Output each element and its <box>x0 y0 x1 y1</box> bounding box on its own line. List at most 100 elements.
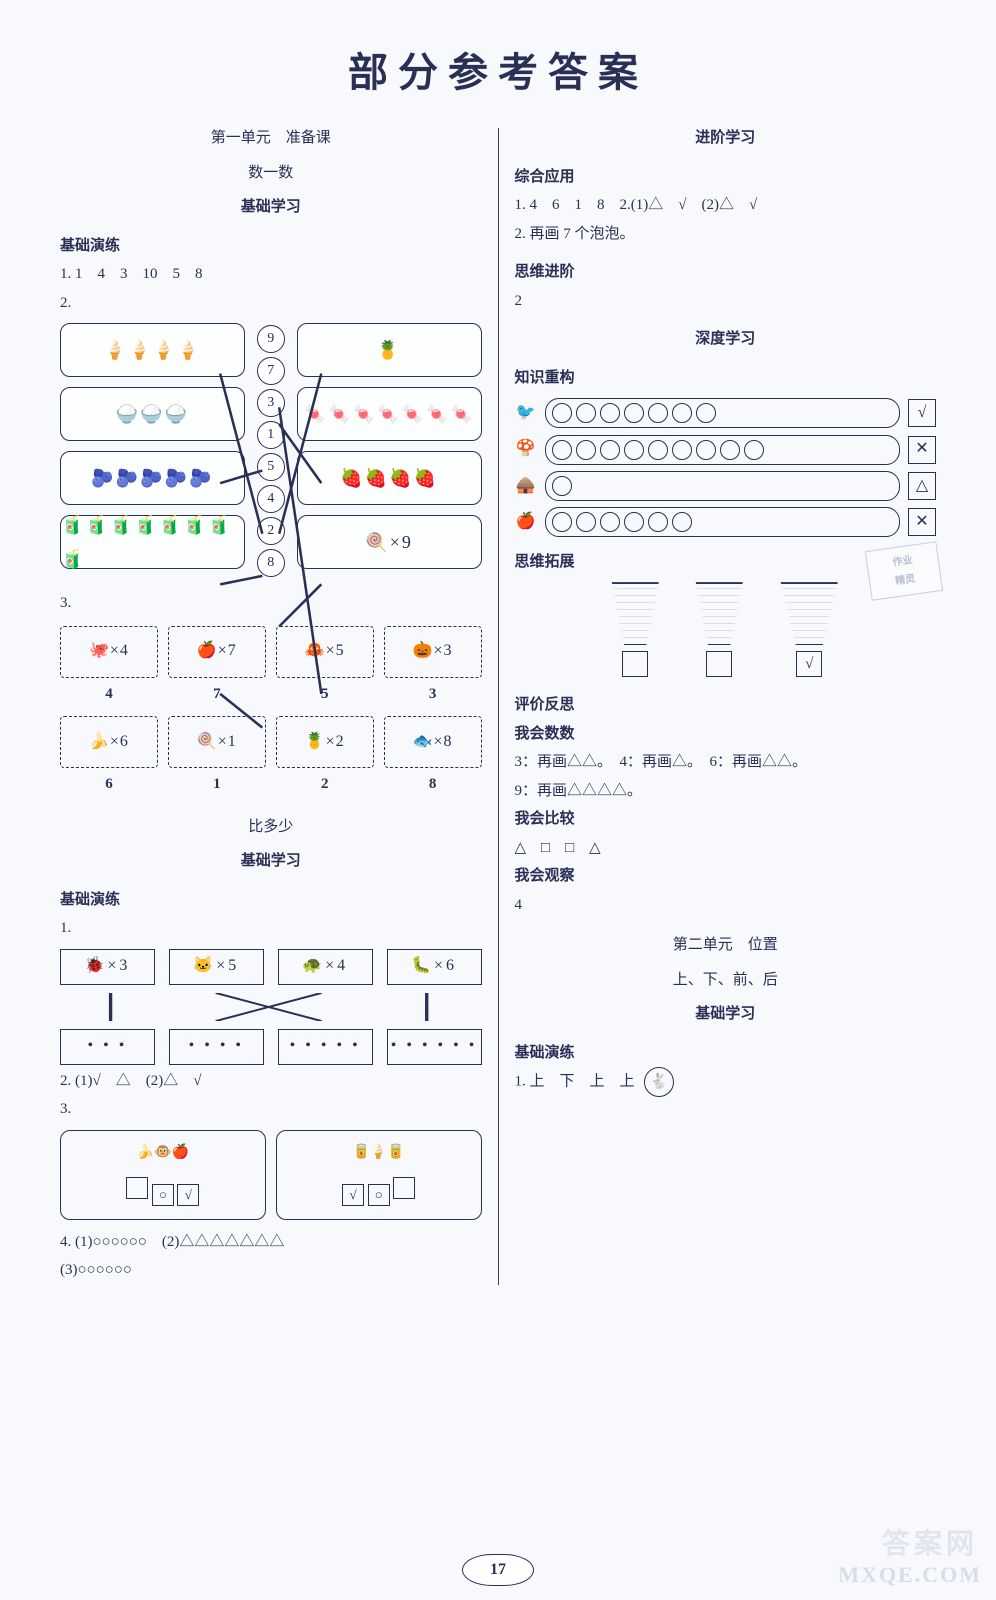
unit2-lesson: 上、下、前、后 <box>515 966 937 995</box>
q2-card: 🍦🍦🍦🍦 <box>60 323 245 377</box>
observe-ans: 4 <box>515 891 937 920</box>
sub-expand-label: 思维拓展 <box>515 554 575 570</box>
circle-icon <box>624 403 644 423</box>
circle-icon <box>552 403 572 423</box>
reflect-compare-shapes: △ □ □ △ <box>515 834 937 863</box>
recon-mark: ✕ <box>908 508 936 536</box>
q2-num: 2 <box>257 517 285 545</box>
page: 部分参考答案 第一单元 准备课 数一数 基础学习 基础演练 1. 1 4 3 1… <box>0 0 996 1600</box>
cmp3-card-right: 🥫🍦🥫 √ ○ <box>276 1130 482 1220</box>
cmp1-card: 🐢×4 <box>278 949 373 985</box>
cup-item: √ <box>775 582 843 677</box>
circle-icon <box>576 512 596 532</box>
stamp-text: 精灵 <box>894 569 916 591</box>
q2-label: 2. <box>60 289 482 318</box>
q2-num: 3 <box>257 389 285 417</box>
sub-recon: 知识重构 <box>515 364 937 393</box>
circle-icon <box>600 440 620 460</box>
cmp3-mark: ○ <box>368 1184 390 1206</box>
cmp3-card-left: 🍌🐵🍎 ○ √ <box>60 1130 266 1220</box>
think-ans: 2 <box>515 287 937 316</box>
recon-row: 🍄✕ <box>515 434 937 464</box>
q2-card: 🍍 <box>297 323 482 377</box>
cmp3-mark: √ <box>177 1184 199 1206</box>
cup-icon <box>607 582 663 645</box>
q3-box: 🍎×7 <box>168 626 266 678</box>
circle-icon <box>696 403 716 423</box>
q1-answer: 1. 1 4 3 10 5 8 <box>60 260 482 289</box>
cup-item <box>607 582 663 677</box>
cmp1-dots: • • • <box>60 1029 155 1065</box>
circle-icon <box>672 512 692 532</box>
circle-icon <box>624 440 644 460</box>
circle-icon <box>552 476 572 496</box>
q2-card: 🍬🍬🍬🍬🍬🍬🍬 <box>297 387 482 441</box>
cmp3-icons: 🍌🐵🍎 <box>137 1140 189 1167</box>
q2-matching-diagram: 🍦🍦🍦🍦 🍚🍚🍚 🫐🫐🫐🫐🫐 🧃🧃🧃🧃🧃🧃🧃🧃 9 7 3 1 5 4 2 <box>60 323 482 579</box>
cmp1-diagram: 🐞×3 🐱×5 🐢×4 🐛×6 • • • • • • • <box>60 949 482 1065</box>
q2-card: 🍭×9 <box>297 515 482 569</box>
circle-icon <box>552 512 572 532</box>
cup-choice: √ <box>796 651 822 677</box>
q3-num: 4 <box>60 680 158 709</box>
recon-mark: ✕ <box>908 436 936 464</box>
reflect-observe-title: 我会观察 <box>515 862 937 891</box>
right-column: 进阶学习 综合应用 1. 4 6 1 8 2.(1)△ √ (2)△ √ 2. … <box>503 118 949 1285</box>
recon-pill <box>545 398 901 428</box>
q2-num: 9 <box>257 325 285 353</box>
cmp1-dots: • • • • • <box>278 1029 373 1065</box>
q3-box: 🐟×8 <box>384 716 482 768</box>
cmp3-mark <box>126 1177 148 1199</box>
q3-label: 3. <box>60 589 482 618</box>
cup-item <box>691 582 747 677</box>
circle-icon <box>672 440 692 460</box>
unit2-q1-text: 1. 上 下 上 上 <box>515 1074 635 1090</box>
q3-box: 🍭×1 <box>168 716 266 768</box>
cmp3-mark: √ <box>342 1184 364 1206</box>
recon-icon: 🐦 <box>515 398 537 428</box>
circle-icon <box>720 440 740 460</box>
sub-application: 综合应用 <box>515 163 937 192</box>
section-basic2: 基础学习 <box>60 847 482 876</box>
q3-row1: 🐙×44 🍎×77 🦀×55 🎃×33 <box>60 626 482 709</box>
q2-num: 1 <box>257 421 285 449</box>
q3-num: 6 <box>60 770 158 799</box>
watermark-url: MXQE.COM <box>838 1562 982 1588</box>
circle-icon <box>648 403 668 423</box>
cmp4b-answer: (3)○○○○○○ <box>60 1256 482 1285</box>
recon-pill <box>545 471 901 501</box>
page-number: 17 <box>462 1554 534 1586</box>
cup-choice <box>622 651 648 677</box>
q2-card: 🧃🧃🧃🧃🧃🧃🧃🧃 <box>60 515 245 569</box>
recon-pill <box>545 507 901 537</box>
q3-box: 🐙×4 <box>60 626 158 678</box>
column-divider <box>498 128 499 1285</box>
lesson2-heading: 比多少 <box>60 813 482 842</box>
circle-icon <box>600 403 620 423</box>
columns: 第一单元 准备课 数一数 基础学习 基础演练 1. 1 4 3 10 5 8 2… <box>48 118 948 1285</box>
q3-num: 2 <box>276 770 374 799</box>
cmp1-card: 🐞×3 <box>60 949 155 985</box>
section-practice: 基础演练 <box>60 232 482 261</box>
cmp3-mark: ○ <box>152 1184 174 1206</box>
unit2-practice: 基础演练 <box>515 1039 937 1068</box>
q3-box: 🍍×2 <box>276 716 374 768</box>
q2-num: 5 <box>257 453 285 481</box>
q3-num: 5 <box>276 680 374 709</box>
q3-num: 8 <box>384 770 482 799</box>
circle-icon <box>648 512 668 532</box>
unit2-basic: 基础学习 <box>515 1000 937 1029</box>
recon-row: 🐦√ <box>515 398 937 428</box>
circle-icon <box>576 403 596 423</box>
recon-row: 🍎✕ <box>515 507 937 537</box>
unit2-q1: 1. 上 下 上 上 🐇 <box>515 1067 937 1097</box>
reflect-count-line2: 9：再画△△△△。 <box>515 777 937 806</box>
stamp-text: 作业 <box>891 550 913 572</box>
q2-card: 🍚🍚🍚 <box>60 387 245 441</box>
rabbit-icon: 🐇 <box>644 1067 674 1097</box>
section-advanced: 进阶学习 <box>515 124 937 153</box>
cmp1-dots: • • • • <box>169 1029 264 1065</box>
q2-num: 4 <box>257 485 285 513</box>
recon-mark: √ <box>908 399 936 427</box>
section-practice2: 基础演练 <box>60 886 482 915</box>
